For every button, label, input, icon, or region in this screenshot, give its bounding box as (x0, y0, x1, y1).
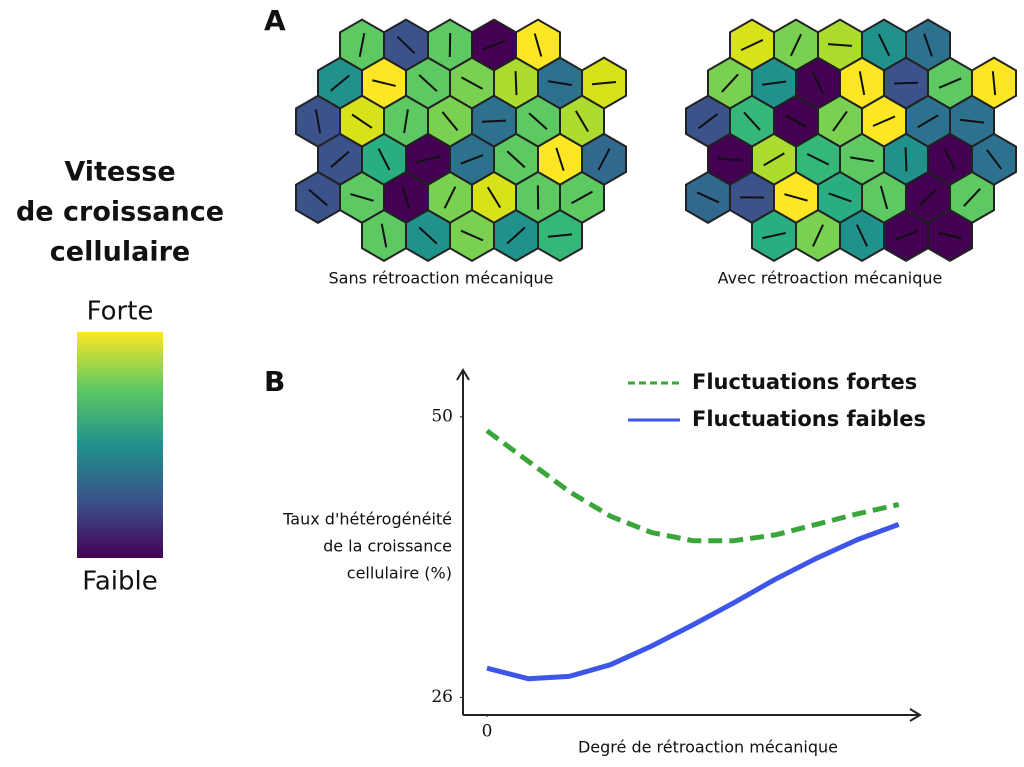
series-line (485, 428, 900, 544)
cell-axis (571, 190, 593, 205)
axis-arrow (456, 368, 470, 381)
cell-axis (872, 115, 896, 127)
y-tick-label: 26 (431, 687, 453, 707)
cell-axis (555, 147, 565, 172)
panel-label: B (264, 365, 285, 398)
cell-axis (482, 39, 506, 51)
cell-axis (308, 188, 328, 206)
cell-axis (763, 152, 785, 167)
cell-axis (832, 110, 848, 132)
cell-axis (828, 192, 852, 203)
colorbar (77, 332, 163, 558)
cell-axis (460, 154, 484, 165)
cell-axis (358, 33, 366, 57)
legend-label: Fluctuations fortes (692, 370, 917, 394)
cell-axis (506, 150, 526, 169)
cell-axis (721, 73, 739, 93)
cell-axis (377, 148, 391, 171)
axis-arrow (909, 708, 922, 722)
cell-axis (351, 113, 373, 129)
cell-axis (827, 43, 853, 47)
series-line (486, 522, 900, 682)
cell-axis (416, 155, 440, 164)
cell-axis (784, 114, 808, 128)
cell-axis (330, 150, 350, 168)
cell-axis (533, 33, 543, 57)
cell-axis (917, 114, 939, 129)
colorbar-title: Vitesse (64, 157, 175, 188)
cell-axis (938, 231, 962, 240)
x-axis-label: Degré de rétroaction mécanique (578, 738, 838, 757)
cell-axis (811, 71, 825, 95)
cell-axis (959, 118, 985, 124)
y-axis-label: Taux d'hétérogénéité (282, 510, 452, 529)
legend-label: Fluctuations faibles (692, 407, 926, 431)
cell-axis (918, 188, 938, 207)
cell-axis (879, 185, 889, 210)
cell-axis (855, 224, 869, 247)
cell-axis (418, 74, 438, 92)
cell-axis (697, 113, 719, 130)
cell-axis (314, 109, 322, 134)
cell-axis (591, 80, 617, 86)
cell-axis (506, 226, 526, 245)
cell-axis (894, 230, 918, 241)
cell-axis (330, 74, 350, 92)
colorbar-low: Faible (82, 567, 157, 597)
panel-label: A (264, 4, 286, 37)
cell-axis (789, 33, 803, 57)
cell-axis (514, 71, 518, 96)
cell-axis (575, 110, 589, 133)
cell-axis (812, 224, 824, 247)
cell-axis (849, 156, 875, 163)
cell-axis (784, 193, 808, 202)
y-tick-label: 50 (431, 406, 453, 426)
cell-axis (486, 186, 502, 209)
cell-axis (460, 229, 484, 242)
cell-axis (350, 193, 374, 202)
cell-axis (460, 76, 484, 90)
cell-axis (923, 33, 933, 57)
tissues (295, 18, 1017, 263)
y-axis-label: de la croissance (323, 537, 452, 556)
cell-axis (380, 223, 388, 248)
cell-axis (481, 119, 507, 123)
cell-axis (743, 111, 761, 131)
y-axis-label: cellulaire (%) (347, 564, 452, 583)
cell-axis (418, 226, 438, 245)
cell-axis (403, 109, 409, 134)
cell-axis (396, 35, 416, 55)
cell-axis (547, 233, 573, 238)
colorbar-title: de croissance (16, 197, 224, 228)
cell-axis (986, 149, 1002, 170)
colorbar-high: Forte (87, 297, 154, 327)
cell-axis (893, 81, 919, 85)
cell-axis (740, 38, 764, 52)
cell-axis (938, 77, 962, 89)
cell-axis (717, 157, 743, 162)
cell-axis (904, 147, 908, 172)
cell-axis (858, 71, 866, 96)
cell-axis (547, 80, 573, 86)
cell-axis (528, 112, 548, 130)
cell-axis (991, 71, 997, 96)
cell-axis (597, 148, 611, 171)
colorbar-title: cellulaire (50, 237, 190, 268)
cell-axis (762, 231, 786, 240)
caption: Avec rétroaction mécanique (718, 269, 943, 288)
cell-axis (696, 191, 720, 204)
cell-axis (443, 186, 457, 209)
cell-axis (401, 185, 411, 210)
cell-axis (943, 148, 957, 171)
cell-axis (963, 187, 981, 207)
caption: Sans rétroaction mécanique (329, 269, 554, 288)
cell-axis (372, 79, 396, 87)
cell-axis (761, 80, 787, 86)
cell-axis (877, 33, 891, 57)
chart: 26 50 0 Taux d'hétérogénéité de la croissanc… (282, 368, 926, 757)
x-tick-label: 0 (482, 722, 493, 742)
cell-axis (806, 153, 830, 166)
cell-axis (441, 111, 459, 132)
